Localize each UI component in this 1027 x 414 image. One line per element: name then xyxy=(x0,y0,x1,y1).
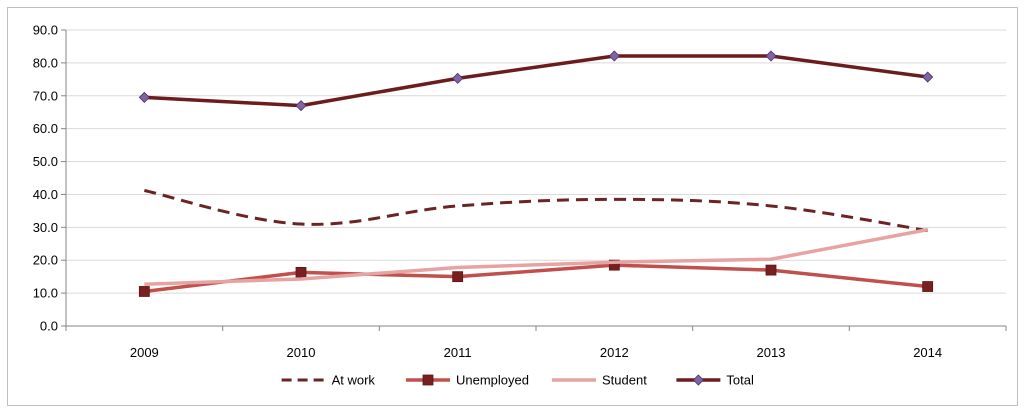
total-point xyxy=(608,50,620,62)
legend-label: At work xyxy=(332,373,376,388)
x-tick-label: 2010 xyxy=(287,345,316,360)
y-axis-ticks: 0.0 10.0 20.0 30.0 40.0 50.0 60.0 70.0 80.0 90.0 xyxy=(33,23,67,334)
x-tick-label: 2014 xyxy=(913,345,942,360)
total-point xyxy=(138,91,150,103)
series-at-work xyxy=(144,189,928,233)
legend-label: Unemployed xyxy=(456,373,529,388)
x-axis-ticks: 2009 2010 2011 2012 2013 2014 xyxy=(65,326,1007,360)
legend-item-student: Student xyxy=(552,373,647,388)
x-tick-label: 2011 xyxy=(444,345,472,360)
total-point xyxy=(922,71,934,83)
legend-marker xyxy=(692,374,704,386)
legend-item-unemployed: Unemployed xyxy=(406,373,529,388)
y-tick-label: 90.0 xyxy=(33,23,58,38)
x-tick-label: 2012 xyxy=(600,345,629,360)
legend-item-at-work: At work xyxy=(281,373,376,388)
unemployed-point xyxy=(295,266,307,278)
total-point xyxy=(765,50,777,62)
y-tick-label: 20.0 xyxy=(33,253,58,268)
total-line xyxy=(144,54,928,108)
y-tick-label: 50.0 xyxy=(33,154,58,169)
unemployed-point xyxy=(765,264,777,276)
x-tick-label: 2013 xyxy=(757,345,786,360)
student-line xyxy=(144,227,928,286)
x-tick-label: 2009 xyxy=(130,345,159,360)
unemployed-point xyxy=(452,271,464,283)
unemployed-line xyxy=(144,263,928,294)
series-lines xyxy=(138,50,934,297)
series-student xyxy=(144,227,928,286)
unemployed-point xyxy=(922,281,934,292)
chart-frame xyxy=(7,7,1018,406)
legend-item-total: Total xyxy=(676,373,754,388)
legend: At work Unemployed Student Total xyxy=(281,373,754,388)
total-point xyxy=(295,100,307,112)
legend-marker xyxy=(422,374,434,386)
series-total xyxy=(138,50,934,112)
legend-label: Total xyxy=(726,373,754,388)
unemployed-point xyxy=(138,286,150,297)
y-tick-label: 60.0 xyxy=(33,121,58,136)
series-unemployed xyxy=(138,259,934,297)
y-tick-label: 10.0 xyxy=(33,286,58,301)
unemployed-point xyxy=(608,259,620,271)
y-tick-label: 70.0 xyxy=(33,88,58,103)
y-tick-label: 0.0 xyxy=(40,319,58,334)
at-work-line xyxy=(144,189,928,233)
total-point xyxy=(452,72,464,84)
y-tick-label: 80.0 xyxy=(33,55,58,70)
legend-label: Student xyxy=(602,373,647,388)
y-tick-label: 30.0 xyxy=(33,220,58,235)
y-tick-label: 40.0 xyxy=(33,187,58,202)
